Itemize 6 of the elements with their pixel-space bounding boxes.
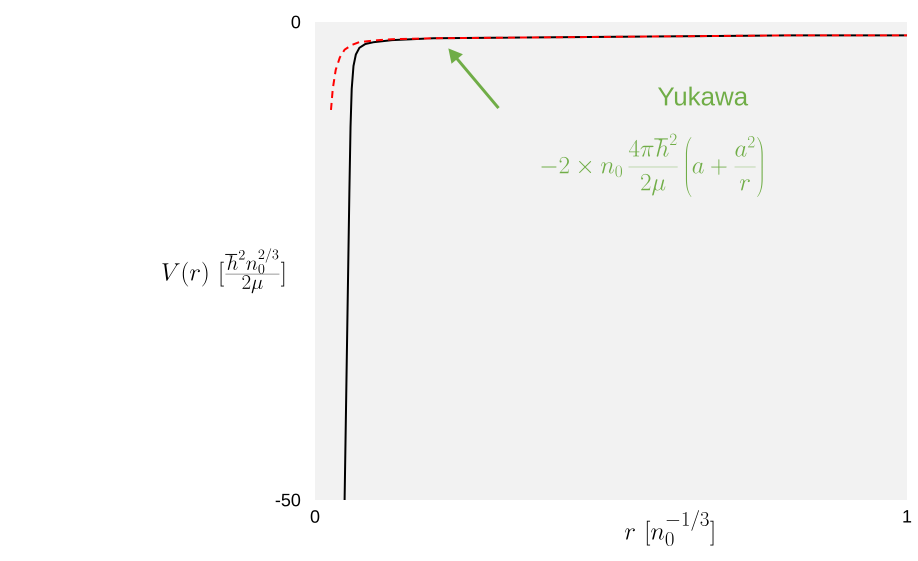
annotation: $-2\times n_0\,\frac{4\pi\hbar^2}{2\mu}\left(a+\frac{a^2}{r}\right)$ — [541, 134, 763, 197]
x-tick-label: 1 — [903, 510, 912, 523]
y-axis-title: $V(r)\ [\frac{\hbar^2 n_0^{2/3}}{2\mu}]$ — [162, 248, 284, 294]
annotation: Yukawa — [658, 86, 748, 106]
x-axis-title: $r\ [n_0^{-1/3}]$ — [624, 510, 714, 546]
y-tick-label: -50 — [276, 494, 300, 506]
